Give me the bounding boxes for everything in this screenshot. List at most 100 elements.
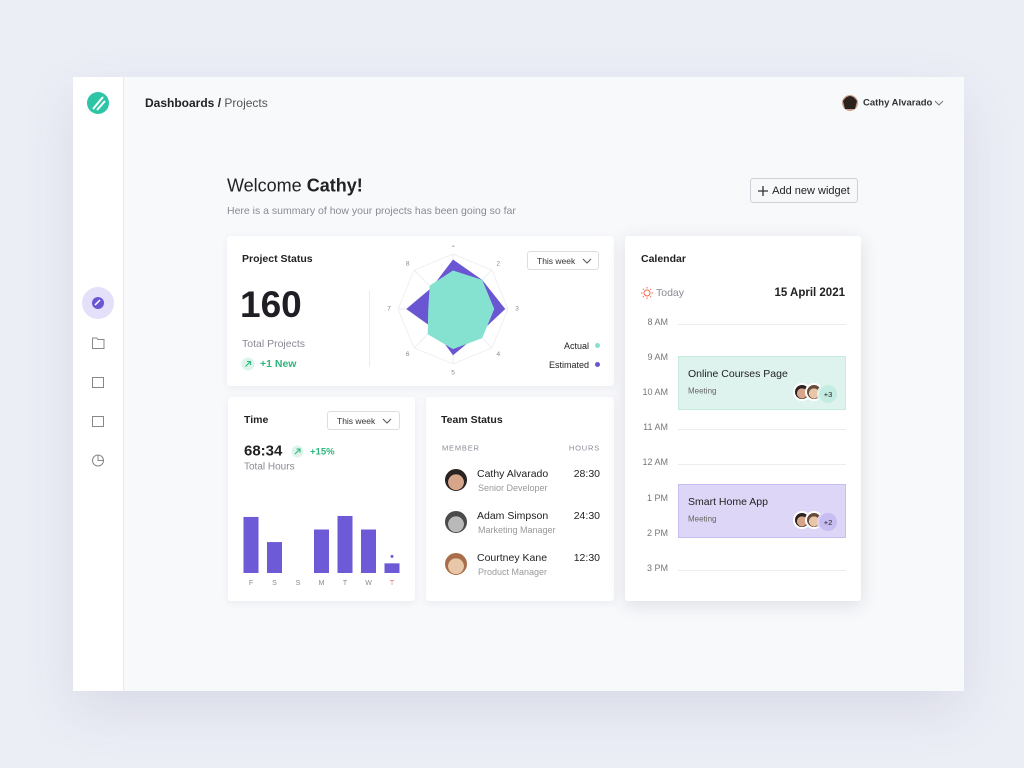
nav-reports-slice: [97, 455, 104, 461]
period-label: This week: [337, 415, 376, 426]
bar: [314, 529, 329, 573]
event-extra: +2: [817, 511, 839, 533]
calendar-card: [625, 236, 861, 601]
sidebar: [73, 77, 124, 691]
hours-change: +15%: [310, 446, 335, 458]
radar-axis-label: 3: [515, 306, 519, 313]
new-projects: +1 New: [260, 358, 297, 370]
member-hours: 24:30: [573, 510, 600, 522]
period-label: This week: [537, 255, 576, 266]
member-role: Marketing Manager: [478, 525, 556, 535]
hour-line: [678, 429, 846, 431]
breadcrumb-separator: /: [217, 96, 222, 110]
user-chevron: [934, 100, 944, 106]
radar-chart: 1 2 3 4 5 6 7 8: [387, 245, 519, 377]
welcome-title: Welcome Cathy!: [227, 176, 363, 197]
card-title: Calendar: [641, 253, 686, 265]
total-projects: 160: [240, 284, 302, 325]
radar-axis-label: 1: [451, 245, 455, 249]
trend-icon: [241, 357, 255, 371]
hour-label: 8 AM: [647, 317, 668, 327]
event-type: Meeting: [688, 386, 717, 396]
x-tick-label: S: [296, 580, 301, 587]
total-hours-label: Total Hours: [244, 461, 295, 473]
nav-calendar[interactable]: [92, 377, 104, 388]
event-type: Meeting: [688, 514, 717, 524]
dropdown-chevron: [382, 418, 392, 424]
bar: [267, 542, 282, 573]
nav-dashboard-needle: [94, 299, 101, 306]
welcome-subtitle: Here is a summary of how your projects h…: [227, 205, 516, 217]
radar-axis-label: 2: [496, 260, 500, 267]
hour-line: [678, 464, 846, 466]
bar: [243, 516, 259, 573]
hour-line: [678, 569, 846, 571]
user-name[interactable]: Cathy Alvarado: [863, 97, 933, 109]
bar: [337, 515, 353, 573]
event-title: Online Courses Page: [688, 368, 788, 380]
legend-label: Actual: [563, 341, 589, 351]
period-dropdown[interactable]: This week: [327, 411, 400, 430]
nav-inbox[interactable]: [92, 416, 104, 427]
breadcrumb-root[interactable]: Dashboards: [145, 96, 215, 110]
hour-label: 12 AM: [642, 457, 668, 468]
sidebar-icons: [82, 92, 114, 467]
event-title: Smart Home App: [688, 496, 768, 508]
trend-icon: [291, 445, 304, 458]
radar-axis-label: 4: [496, 351, 500, 358]
legend-dot: [595, 362, 600, 367]
total-label: Total Projects: [242, 338, 306, 350]
user-menu[interactable]: [840, 93, 950, 113]
radar-ring: [397, 253, 509, 365]
hour-label: 2 PM: [646, 527, 668, 538]
nav-folder[interactable]: [92, 337, 105, 349]
logo-mark: [92, 96, 106, 111]
hour-label: 9 AM: [647, 352, 668, 363]
radar-axis-label: 5: [451, 370, 455, 377]
column-header: MEMBER: [442, 443, 480, 453]
event-extra: +3: [817, 383, 839, 405]
member-hours: 12:30: [573, 552, 600, 564]
member-name: Courtney Kane: [477, 552, 548, 564]
user-avatar-hair: [843, 96, 857, 109]
member-name: Cathy Alvarado: [477, 468, 549, 480]
today-label: Today: [656, 287, 685, 299]
column-header: HOURS: [568, 443, 600, 453]
avatar: [443, 509, 469, 535]
radar-area: [427, 270, 495, 350]
member-role: Product Manager: [478, 567, 548, 577]
card-title: Time: [244, 414, 269, 426]
hour-label: 1 PM: [646, 492, 668, 503]
divider: [369, 291, 370, 367]
radar-axis-label: 6: [406, 351, 410, 358]
greeting: Welcome: [227, 175, 302, 196]
period-dropdown[interactable]: This week: [527, 251, 599, 270]
x-tick-label: W: [365, 580, 372, 587]
sun-icon: [641, 287, 653, 299]
hour-line: [678, 324, 846, 325]
x-tick-label: T: [343, 580, 348, 587]
dropdown-chevron: [582, 258, 592, 264]
member-hours: 28:30: [573, 468, 600, 480]
avatar: [443, 467, 469, 493]
member-name: Adam Simpson: [477, 510, 549, 522]
plus-icon: [758, 185, 769, 196]
total-hours: 68:34: [244, 442, 283, 460]
x-tick-label: T: [390, 580, 395, 587]
card-title: Project Status: [242, 253, 313, 265]
add-widget-button[interactable]: Add new widget: [750, 178, 858, 203]
user-first-name: Cathy!: [306, 175, 363, 196]
hour-label: 10 AM: [642, 387, 668, 398]
bar: [384, 563, 400, 573]
legend-dot: [595, 343, 600, 348]
radar-axis-label: 8: [406, 260, 410, 267]
calendar-date: 15 April 2021: [774, 287, 845, 299]
card-title: Team Status: [441, 414, 503, 426]
hour-label: 3 PM: [646, 562, 668, 573]
bar: [361, 529, 376, 573]
today-dot: [390, 554, 394, 558]
radar-axis-label: 7: [387, 306, 391, 313]
legend-label: Estimated: [548, 360, 589, 370]
